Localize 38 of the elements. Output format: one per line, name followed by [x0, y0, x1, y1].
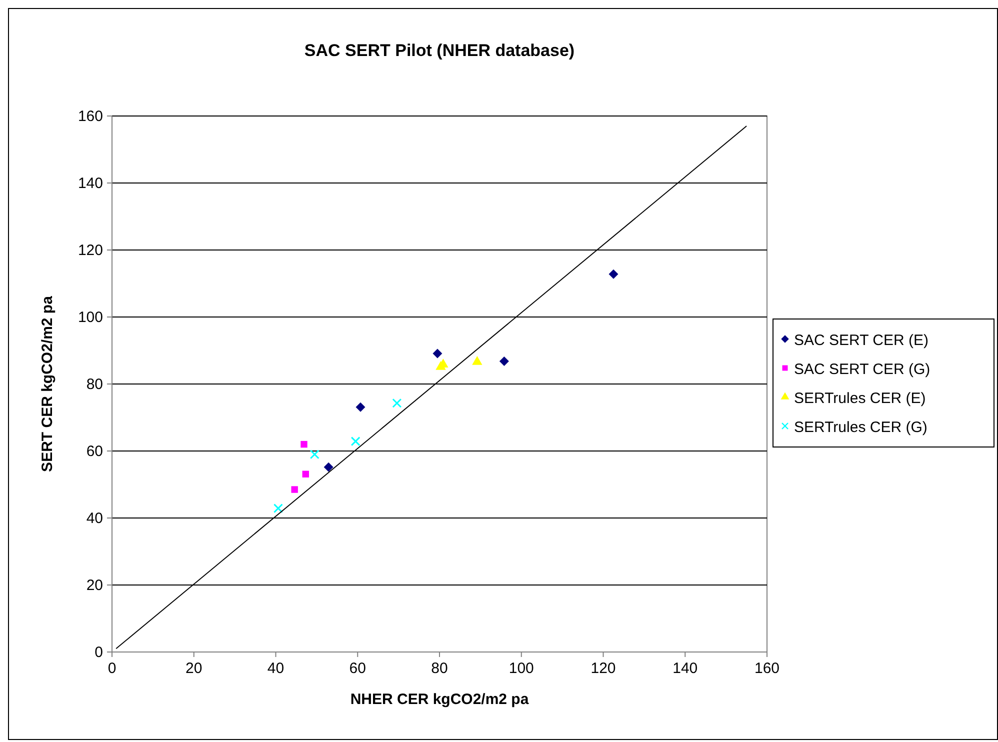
point	[273, 504, 283, 514]
x-tick-label: 120	[590, 660, 616, 677]
point	[499, 356, 509, 366]
y-tick-label: 100	[78, 309, 103, 326]
x-tick-label: 80	[431, 660, 448, 677]
x-tick-label: 100	[508, 660, 534, 677]
x-tick-label: 160	[754, 660, 780, 677]
x-tick-label: 0	[108, 660, 116, 677]
y-tick-label: 40	[86, 510, 103, 527]
point	[324, 462, 334, 472]
point	[432, 348, 442, 358]
point	[302, 470, 309, 478]
y-axis-title: SERT CER kgCO2/m2 pa	[39, 295, 56, 472]
point	[356, 402, 366, 412]
chart-title: SAC SERT Pilot (NHER database)	[304, 41, 575, 60]
y-tick-label: 140	[78, 175, 103, 192]
x-tick-label: 60	[349, 660, 366, 677]
legend-label: SERTrules CER (G)	[794, 419, 928, 436]
point	[350, 436, 360, 446]
legend-label: SERTrules CER (E)	[794, 390, 926, 407]
x-tick-label: 140	[672, 660, 698, 677]
y-tick-label: 20	[86, 577, 103, 594]
x-tick-label: 40	[267, 660, 284, 677]
point	[608, 269, 618, 279]
y-tick-label: 0	[94, 644, 103, 661]
point	[300, 440, 308, 448]
point	[392, 398, 402, 408]
point	[472, 356, 482, 365]
y-tick-label: 120	[78, 242, 103, 259]
y-tick-label: 160	[78, 108, 103, 125]
y-tick-label: 80	[86, 376, 103, 393]
x-tick-label: 20	[186, 660, 202, 677]
point	[291, 486, 298, 493]
point	[310, 450, 320, 460]
y-tick-label: 60	[86, 443, 103, 460]
legend-label: SAC SERT CER (G)	[794, 361, 930, 378]
legend-label: SAC SERT CER (E)	[794, 332, 928, 349]
x-axis-title: NHER CER kgCO2/m2 pa	[350, 691, 530, 708]
